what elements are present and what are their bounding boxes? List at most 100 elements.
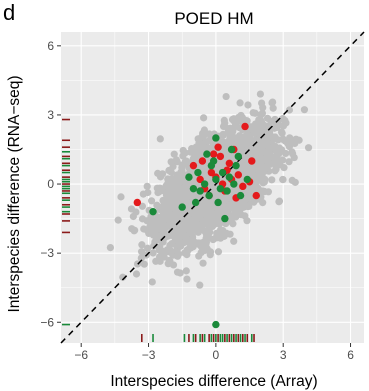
background-point	[174, 212, 182, 220]
green-point	[227, 145, 236, 154]
background-point	[189, 191, 197, 199]
background-point	[268, 99, 276, 107]
y-axis-label: Interspecies difference (RNA−seq)	[6, 75, 23, 312]
background-point	[271, 167, 279, 175]
background-point	[169, 162, 177, 171]
background-point	[182, 267, 190, 275]
background-point	[178, 161, 186, 169]
background-point	[291, 139, 299, 148]
background-point	[266, 130, 274, 138]
y-tick-label: −3	[40, 246, 54, 260]
red-point	[214, 143, 222, 151]
background-point	[285, 106, 294, 114]
green-point	[223, 187, 231, 195]
background-point	[281, 137, 290, 145]
green-point	[230, 180, 238, 188]
background-point	[167, 247, 175, 255]
axes: −6 −3 0 3 6 −6 −3 0 3 6	[40, 39, 354, 362]
background-point	[155, 253, 164, 261]
background-point	[197, 220, 206, 228]
background-point	[150, 230, 158, 238]
background-point	[272, 143, 280, 152]
green-point	[205, 191, 213, 200]
background-point	[219, 130, 227, 138]
background-point	[171, 236, 180, 244]
background-point	[148, 223, 156, 231]
red-point	[252, 191, 260, 200]
background-point	[249, 162, 257, 171]
background-point	[190, 225, 198, 234]
green-point	[149, 207, 157, 216]
background-point	[127, 205, 136, 213]
background-point	[230, 237, 238, 245]
green-point	[191, 198, 200, 207]
x-axis-label: Interspecies difference (Array)	[110, 373, 317, 390]
green-point	[218, 168, 227, 177]
background-point	[176, 269, 184, 277]
background-point	[236, 99, 244, 107]
green-point	[207, 161, 216, 170]
background-point	[179, 197, 188, 205]
background-point	[259, 187, 267, 195]
background-point	[258, 167, 267, 175]
background-point	[208, 143, 216, 152]
red-point	[133, 198, 142, 207]
background-point	[176, 227, 184, 236]
background-point	[169, 261, 178, 269]
red-point	[225, 159, 234, 168]
background-point	[223, 140, 231, 148]
background-point	[278, 156, 287, 164]
green-point	[236, 191, 245, 200]
red-point	[248, 157, 256, 165]
background-point	[147, 197, 156, 205]
background-point	[278, 129, 286, 137]
y-tick-label: −6	[40, 315, 54, 329]
background-point	[128, 225, 136, 233]
background-point	[106, 243, 114, 252]
red-point	[241, 122, 249, 131]
panel-label: d	[3, 0, 15, 25]
y-tick-label: 0	[47, 177, 54, 191]
background-point	[187, 148, 195, 156]
background-point	[132, 270, 141, 278]
background-point	[148, 278, 156, 286]
background-point	[143, 217, 151, 225]
background-point	[161, 209, 169, 217]
background-point	[156, 184, 164, 192]
background-point	[181, 219, 189, 227]
background-point	[214, 248, 223, 256]
background-point	[153, 201, 161, 209]
background-point	[232, 134, 241, 142]
red-point	[196, 175, 204, 184]
background-point	[206, 251, 214, 259]
y-tick-label: 3	[47, 108, 54, 122]
green-point	[212, 320, 220, 329]
background-point	[249, 109, 257, 117]
background-point	[288, 150, 297, 158]
background-point	[275, 197, 284, 205]
background-point	[261, 155, 269, 164]
background-point	[241, 212, 249, 220]
background-point	[200, 114, 208, 122]
background-point	[261, 148, 269, 156]
background-point	[258, 99, 266, 107]
background-point	[114, 216, 122, 224]
background-point	[256, 90, 264, 98]
background-point	[156, 135, 164, 143]
green-point	[189, 184, 198, 193]
background-point	[172, 156, 180, 164]
background-point	[239, 162, 248, 170]
red-point	[189, 161, 198, 170]
background-point	[280, 164, 288, 172]
background-point	[159, 196, 167, 205]
background-point	[174, 252, 182, 260]
x-tick-label: 6	[347, 348, 354, 362]
background-point	[201, 169, 209, 177]
background-point	[259, 199, 267, 207]
background-point	[197, 141, 205, 149]
background-point	[117, 193, 125, 201]
background-point	[191, 238, 199, 246]
red-point	[234, 171, 243, 179]
background-point	[241, 196, 249, 204]
